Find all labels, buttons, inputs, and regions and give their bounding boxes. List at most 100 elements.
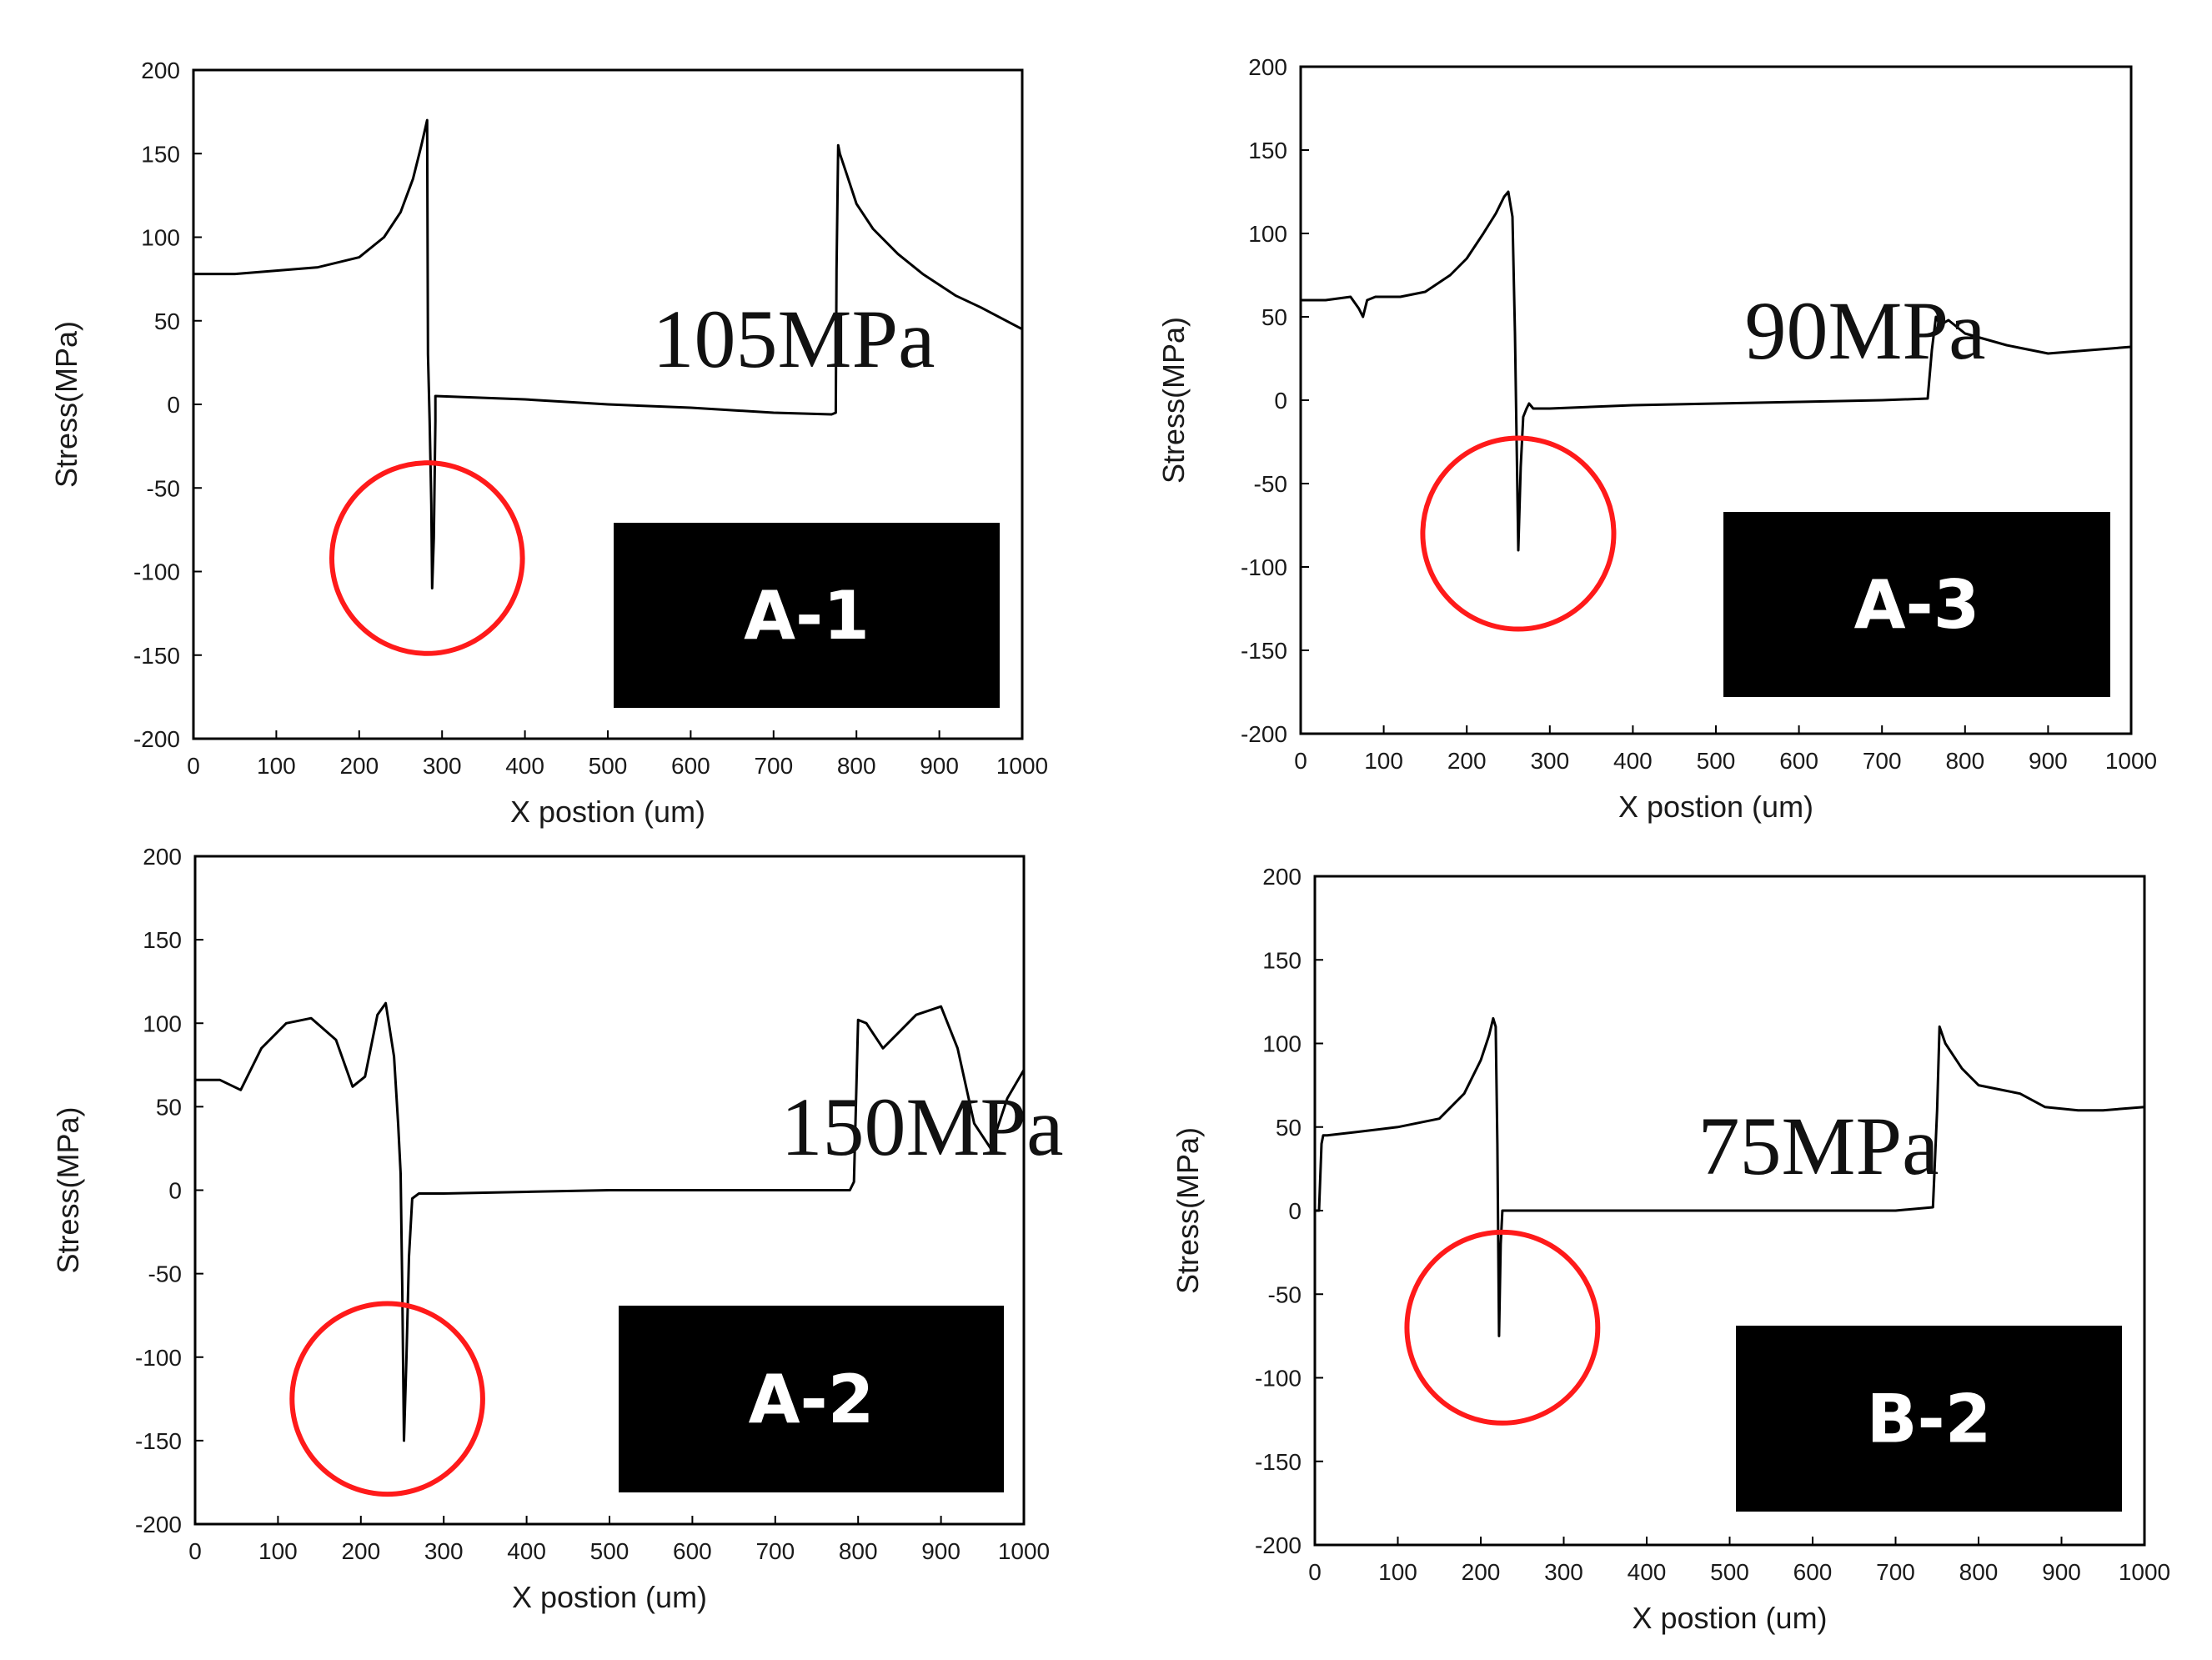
y-tick-label: 150	[141, 141, 180, 167]
x-tick-label: 800	[839, 1538, 878, 1564]
y-tick-label: 100	[1262, 1031, 1302, 1057]
sample-tag-label: A-2	[749, 1361, 875, 1438]
x-tick-label: 900	[920, 753, 959, 779]
y-tick-label: -100	[1241, 554, 1287, 580]
x-tick-label: 100	[258, 1538, 298, 1564]
x-tick-label: 900	[921, 1538, 961, 1564]
x-tick-label: 500	[1697, 748, 1736, 774]
y-tick-label: 150	[1262, 947, 1302, 973]
x-tick-label: 500	[590, 1538, 629, 1564]
highlight-circle	[1404, 1229, 1601, 1426]
highlight-circle	[289, 1301, 485, 1497]
chart-A-3: 0 100 200 300 400 500 600 700 800 900 1000-200-150…	[1156, 54, 2157, 824]
x-tick-label: 700	[1863, 748, 1902, 774]
x-tick-label: 400	[1613, 748, 1653, 774]
chart-B-2: 0 100 200 300 400 500 600 700 800 900 1000-200-150…	[1171, 864, 2170, 1635]
x-tick-label: 700	[755, 1538, 795, 1564]
y-tick-label: 50	[156, 1094, 182, 1120]
y-tick-label: 0	[1288, 1198, 1302, 1224]
y-tick-label: -50	[147, 475, 180, 501]
x-tick-label: 800	[1945, 748, 1984, 774]
x-tick-label: 800	[1959, 1559, 1999, 1585]
stress-annotation: 75MPa	[1698, 1100, 1939, 1192]
x-tick-label: 400	[507, 1538, 546, 1564]
x-tick-label: 1000	[2105, 748, 2157, 774]
x-axis-label: X postion (um)	[510, 795, 705, 829]
y-tick-label: -100	[135, 1345, 182, 1371]
y-tick-label: 100	[1248, 221, 1287, 247]
y-tick-label: 0	[1274, 388, 1287, 414]
y-tick-label: 150	[143, 927, 182, 953]
x-axis-label: X postion (um)	[512, 1580, 707, 1614]
y-tick-label: 100	[143, 1011, 182, 1036]
x-axis-label: X postion (um)	[1618, 790, 1813, 824]
x-tick-label: 1000	[2119, 1559, 2170, 1585]
x-tick-label: 600	[1793, 1559, 1833, 1585]
y-axis-label: Stress(MPa)	[1171, 1127, 1205, 1294]
x-tick-label: 400	[505, 753, 544, 779]
x-tick-label: 0	[188, 1538, 202, 1564]
series-line-stress	[1315, 1016, 2145, 1337]
x-tick-label: 900	[2042, 1559, 2081, 1585]
y-tick-label: -150	[135, 1428, 182, 1454]
y-tick-label: 100	[141, 225, 180, 251]
x-tick-label: 300	[424, 1538, 464, 1564]
stress-annotation: 90MPa	[1745, 284, 1986, 377]
x-tick-label: 1000	[998, 1538, 1050, 1564]
y-tick-label: -150	[1241, 638, 1287, 664]
y-axis-label: Stress(MPa)	[1156, 317, 1191, 484]
y-tick-label: -200	[1241, 721, 1287, 747]
x-tick-label: 300	[1530, 748, 1569, 774]
y-tick-label: -200	[133, 726, 180, 752]
chart-A-1: 0 100 200 300 400 500 600 700 800 900 1000-200-150…	[49, 58, 1048, 829]
sample-tag-label: B-2	[1867, 1381, 1992, 1458]
sample-tag-box	[619, 1306, 1004, 1492]
x-tick-label: 500	[589, 753, 628, 779]
x-tick-label: 700	[754, 753, 793, 779]
x-tick-label: 300	[1544, 1559, 1583, 1585]
x-tick-label: 200	[1462, 1559, 1501, 1585]
y-tick-label: 50	[1276, 1115, 1302, 1141]
y-tick-label: 50	[154, 308, 180, 334]
highlight-circle	[1420, 435, 1617, 632]
y-axis-label: Stress(MPa)	[49, 321, 83, 488]
y-tick-label: 200	[141, 58, 180, 83]
series-line-stress	[195, 1001, 1026, 1442]
y-tick-label: -50	[148, 1261, 182, 1287]
y-tick-label: -150	[133, 643, 180, 669]
y-tick-label: 0	[168, 1178, 182, 1204]
y-tick-label: 0	[167, 392, 180, 418]
y-tick-label: -100	[1255, 1366, 1302, 1392]
y-tick-label: -200	[135, 1512, 182, 1537]
x-tick-label: 100	[1364, 748, 1403, 774]
x-tick-label: 1000	[996, 753, 1048, 779]
sample-tag-box	[1723, 512, 2110, 697]
chart-A-2: 0 100 200 300 400 500 600 700 800 900 1000-200-150…	[51, 844, 1063, 1614]
sample-tag-box	[1736, 1326, 2122, 1512]
x-tick-label: 600	[1779, 748, 1818, 774]
x-tick-label: 400	[1628, 1559, 1667, 1585]
stress-annotation: 105MPa	[653, 293, 935, 385]
x-tick-label: 900	[2029, 748, 2068, 774]
y-tick-label: -50	[1254, 471, 1287, 497]
y-tick-label: -50	[1268, 1281, 1302, 1307]
x-tick-label: 200	[339, 753, 379, 779]
stress-annotation: 150MPa	[781, 1081, 1064, 1173]
sample-tag-box	[614, 523, 1000, 708]
x-tick-label: 0	[1294, 748, 1307, 774]
x-tick-label: 0	[187, 753, 200, 779]
y-axis-label: Stress(MPa)	[51, 1106, 85, 1273]
x-tick-label: 500	[1710, 1559, 1749, 1585]
x-tick-label: 800	[837, 753, 876, 779]
x-axis-label: X postion (um)	[1632, 1601, 1827, 1635]
series-line-stress	[1301, 190, 2132, 552]
y-tick-label: 200	[1262, 864, 1302, 890]
y-tick-label: -200	[1255, 1532, 1302, 1558]
x-tick-label: 200	[341, 1538, 380, 1564]
x-tick-label: 700	[1876, 1559, 1915, 1585]
x-tick-label: 300	[423, 753, 462, 779]
highlight-circle	[329, 460, 525, 656]
y-tick-label: 200	[143, 844, 182, 870]
y-tick-label: -150	[1255, 1449, 1302, 1475]
x-tick-label: 0	[1308, 1559, 1322, 1585]
